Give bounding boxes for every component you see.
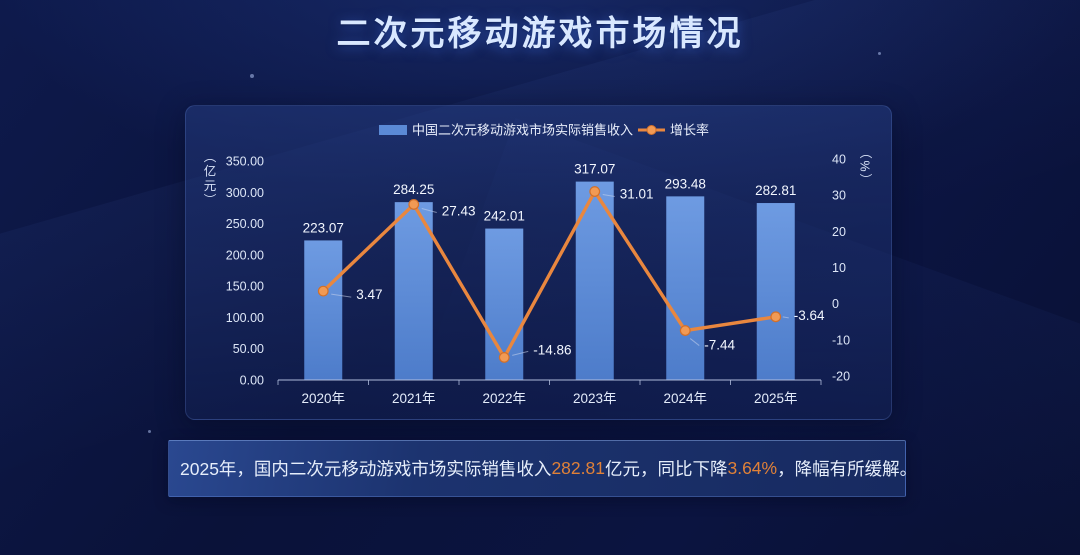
x-axis-label: 2020年 <box>301 391 345 406</box>
background-sparkle <box>878 52 881 55</box>
left-axis-tick-label: 300.00 <box>226 186 264 200</box>
line-point-2020年 <box>317 285 329 297</box>
label-connector <box>512 350 529 356</box>
label-connector <box>331 293 352 298</box>
left-axis-tick-label: 50.00 <box>233 342 264 356</box>
label-connector <box>689 338 700 346</box>
right-axis-tick-label: 20 <box>832 225 846 239</box>
legend-bar-swatch <box>379 125 407 135</box>
x-axis-label: 2021年 <box>392 391 436 406</box>
growth-rate-line <box>321 189 778 360</box>
bar-2020年 <box>304 240 343 380</box>
x-axis-label: 2025年 <box>754 391 798 406</box>
bar-value-label: 317.07 <box>574 162 615 177</box>
label-connector <box>782 316 789 319</box>
bar-value-label: 293.48 <box>665 176 706 191</box>
line-value-label: -3.64 <box>794 308 825 323</box>
chart-panel: 223.07 284.25 242.01 317.07 293.48 282.81 2020… <box>185 105 892 420</box>
right-axis-unit-label: （%） <box>857 146 872 189</box>
left-axis-tick-label: 150.00 <box>226 280 264 294</box>
left-axis-tick-label: 350.00 <box>226 155 264 169</box>
line-value-label: 31.01 <box>620 187 654 202</box>
legend-line-marker <box>646 125 657 135</box>
banner-highlight-value: 3.64% <box>727 458 778 478</box>
background-sparkle <box>148 430 151 433</box>
left-axis-tick-label: 200.00 <box>226 248 264 262</box>
line-value-label: -7.44 <box>704 338 735 353</box>
line-point-2025年 <box>770 311 782 323</box>
right-axis-tick-label: 10 <box>832 261 846 275</box>
bar-value-label: 284.25 <box>393 182 434 197</box>
x-axis-label: 2023年 <box>573 391 617 406</box>
bar-value-label: 223.07 <box>303 220 344 235</box>
x-axis-label: 2022年 <box>482 391 526 406</box>
page-title: 二次元移动游戏市场情况 <box>336 15 744 53</box>
left-axis-tick-label: 0.00 <box>240 374 264 388</box>
line-point-2023年 <box>589 186 601 197</box>
bar-value-label: 282.81 <box>755 183 796 198</box>
bar-2025年 <box>756 203 795 380</box>
legend-bar-label: 中国二次元移动游戏市场实际销售收入 <box>412 123 633 138</box>
x-axis-label: 2024年 <box>663 391 707 406</box>
left-axis-tick-label: 100.00 <box>226 311 264 325</box>
banner-text: 亿元，同比下降 <box>604 459 728 479</box>
line-value-label: 3.47 <box>356 287 382 302</box>
banner-text: ，降幅有所缓解。 <box>777 459 918 479</box>
bar-2021年 <box>394 202 433 380</box>
left-axis-unit-label: （亿元） <box>201 150 216 208</box>
line-point-2021年 <box>408 199 420 210</box>
right-axis-tick-label: -20 <box>832 370 850 384</box>
line-point-2022年 <box>498 352 510 363</box>
background-sparkle <box>250 74 254 78</box>
right-axis-tick-label: -10 <box>832 333 850 347</box>
summary-banner: 2025年，国内二次元移动游戏市场实际销售收入 282.81 亿元，同比下降 3.64… <box>168 440 917 497</box>
line-point-2024年 <box>679 325 691 336</box>
right-axis-tick-label: 40 <box>832 153 846 167</box>
banner-text: 2025年，国内二次元移动游戏市场实际销售收入 <box>180 459 552 479</box>
right-axis-tick-label: 30 <box>832 189 846 203</box>
line-value-label: -14.86 <box>533 342 571 357</box>
line-value-label: 27.43 <box>442 203 476 218</box>
banner-highlight-value: 282.81 <box>551 458 605 478</box>
legend-line-label: 增长率 <box>670 123 709 138</box>
label-connector <box>602 194 615 198</box>
right-axis-tick-label: 0 <box>832 297 839 311</box>
bar-2024年 <box>666 196 705 380</box>
bar-value-label: 242.01 <box>484 209 525 224</box>
left-axis-tick-label: 250.00 <box>226 217 264 231</box>
label-connector <box>421 207 437 213</box>
